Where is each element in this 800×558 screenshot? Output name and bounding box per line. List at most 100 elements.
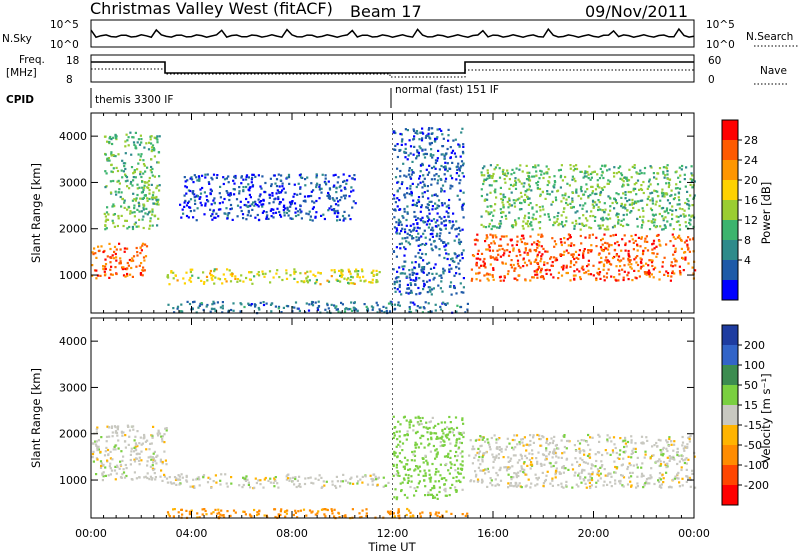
power-cell [401, 224, 403, 226]
power-cell [122, 266, 124, 268]
velocity-cell [597, 468, 599, 470]
power-cell [431, 220, 433, 222]
power-cell [238, 192, 240, 194]
velocity-cell [676, 463, 678, 465]
power-cell [357, 273, 359, 275]
power-cell [204, 205, 206, 207]
power-cell [133, 171, 135, 173]
power-cell [109, 248, 111, 250]
velocity-cell [443, 441, 445, 443]
velocity-cell [578, 473, 580, 475]
power-cell [458, 233, 460, 235]
power-cell [272, 212, 274, 214]
power-cell [508, 203, 510, 205]
power-cell [431, 127, 433, 129]
velocity-cell [265, 477, 267, 479]
nave-label: Nave [760, 65, 787, 77]
velocity-cell [513, 434, 515, 436]
power-cell [650, 259, 652, 261]
power-cell [438, 175, 440, 177]
power-cell [227, 212, 229, 214]
power-cell [599, 177, 601, 179]
power-cell [439, 216, 441, 218]
velocity-cell [106, 440, 108, 442]
velocity-cell [544, 459, 546, 461]
power-cell [135, 176, 137, 178]
power-cell [502, 254, 504, 256]
power-cell [248, 189, 250, 191]
power-cell [448, 199, 450, 201]
velocity-cell [553, 453, 555, 455]
velocity-cell [307, 477, 309, 479]
power-cell [143, 227, 145, 229]
velocity-cell [511, 465, 513, 467]
power-cell [396, 281, 398, 283]
power-cell [240, 274, 242, 276]
power-cell [651, 209, 653, 211]
power-cell [689, 251, 691, 253]
power-cell [382, 306, 384, 308]
velocity-cell [420, 515, 422, 517]
velocity-cell [117, 439, 119, 441]
power-cell [624, 244, 626, 246]
power-cell [508, 188, 510, 190]
power-cell [647, 220, 649, 222]
power-cell [141, 191, 143, 193]
power-cell [459, 179, 461, 181]
power-cell [599, 278, 601, 280]
power-cell [297, 210, 299, 212]
power-cell [271, 192, 273, 194]
power-cell [516, 240, 518, 242]
velocity-cell [324, 508, 326, 510]
power-cell [263, 276, 265, 278]
power-cell [597, 199, 599, 201]
velocity-cell [689, 438, 691, 440]
velocity-cell [107, 453, 109, 455]
velocity-cell [277, 487, 279, 489]
velocity-cell [146, 464, 148, 466]
power-cell [473, 255, 475, 257]
velocity-cell [521, 467, 523, 469]
velocity-cell [430, 489, 432, 491]
power-cell [644, 247, 646, 249]
power-cell [125, 152, 127, 154]
velocity-cell [409, 426, 411, 428]
power-cell [126, 273, 128, 275]
cpid-segment-2: normal (fast) 151 IF [395, 84, 499, 96]
power-cell [462, 151, 464, 153]
power-cell [525, 190, 527, 192]
velocity-cell [297, 510, 299, 512]
power-cell [455, 266, 457, 268]
velocity-cell [456, 427, 458, 429]
velocity-cell [387, 482, 389, 484]
power-cell [485, 248, 487, 250]
power-cell [516, 255, 518, 257]
power-cell [435, 193, 437, 195]
velocity-cell [393, 475, 395, 477]
velocity-cell [615, 447, 617, 449]
power-cell [666, 173, 668, 175]
power-cell [211, 203, 213, 205]
power-cell [98, 250, 100, 252]
power-cell [402, 237, 404, 239]
power-cell [124, 140, 126, 142]
power-cell [551, 237, 553, 239]
power-cell [297, 281, 299, 283]
power-cell [227, 194, 229, 196]
power-cell [489, 192, 491, 194]
power-cell [437, 182, 439, 184]
power-cell [217, 301, 219, 303]
power-cell [620, 172, 622, 174]
velocity-cell [445, 495, 447, 497]
power-cell [523, 185, 525, 187]
velocity-cell [371, 480, 373, 482]
power-cell [182, 277, 184, 279]
power-cell [543, 278, 545, 280]
power-cell [454, 240, 456, 242]
power-cell [276, 269, 278, 271]
power-cell [443, 241, 445, 243]
power-cell [533, 214, 535, 216]
velocity-cell [691, 470, 693, 472]
power-cell [433, 287, 435, 289]
power-cell [417, 233, 419, 235]
